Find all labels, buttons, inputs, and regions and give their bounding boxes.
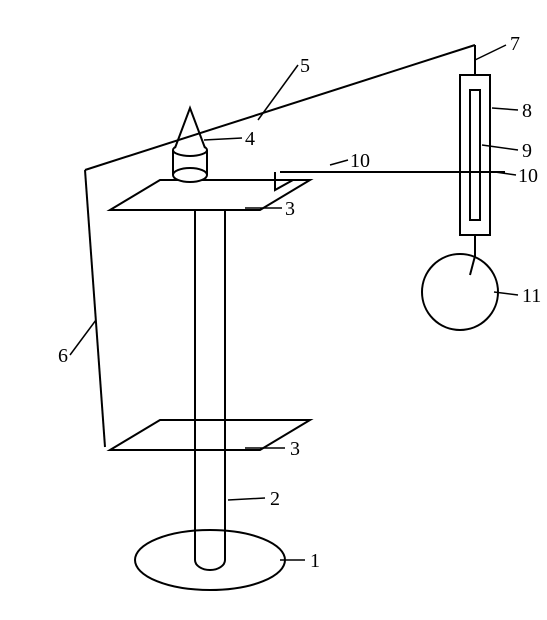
label-7: 7 — [510, 33, 520, 56]
rod-top — [85, 45, 475, 170]
base-ellipse — [135, 530, 285, 590]
platform-lower — [110, 420, 310, 450]
label-2: 2 — [270, 488, 280, 511]
label-3b: 3 — [285, 198, 295, 221]
cone-object — [173, 108, 207, 182]
rod-side — [85, 170, 105, 447]
label-4: 4 — [245, 128, 255, 151]
label-6: 6 — [58, 345, 68, 368]
label-8: 8 — [522, 100, 532, 123]
label-10a: 10 — [350, 150, 370, 173]
label-10b: 10 — [518, 165, 538, 188]
vertical-column — [195, 190, 225, 570]
engineering-diagram — [0, 0, 547, 620]
weight-circle — [422, 254, 498, 330]
label-9: 9 — [522, 140, 532, 163]
label-3a: 3 — [290, 438, 300, 461]
label-11: 11 — [522, 285, 541, 308]
label-5: 5 — [300, 55, 310, 78]
gauge-body — [460, 75, 490, 235]
platform-upper — [110, 180, 310, 210]
label-1: 1 — [310, 550, 320, 573]
